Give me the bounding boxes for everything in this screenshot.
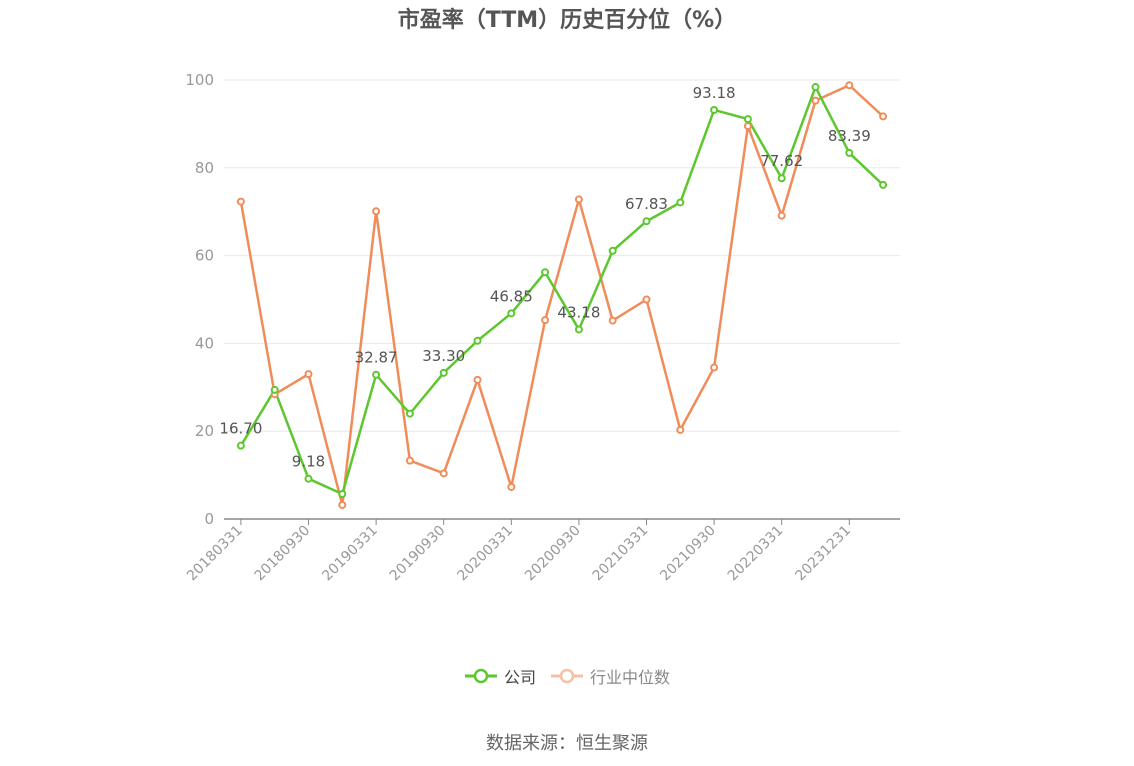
y-tick-label: 40 [195, 334, 214, 352]
data-point-company [710, 105, 719, 114]
data-point-industry [439, 469, 448, 478]
chart-legend: 公司 行业中位数 [0, 664, 1134, 688]
data-point-industry [473, 375, 482, 384]
x-tick-label: 20210930 [657, 523, 719, 585]
data-point-industry [405, 456, 414, 465]
legend-industry-line-icon [551, 668, 583, 684]
x-tick-label: 20180930 [252, 523, 314, 585]
chart-title: 市盈率（TTM）历史百分位（%） [397, 8, 737, 33]
data-label: 9.18 [292, 453, 325, 471]
y-tick-label: 60 [195, 247, 214, 265]
data-point-company [811, 83, 820, 92]
data-point-industry [338, 500, 347, 509]
x-tick-label: 20180331 [184, 523, 246, 585]
data-point-industry [574, 195, 583, 204]
y-tick-label: 0 [204, 510, 214, 528]
data-point-industry [541, 316, 550, 325]
data-point-industry [710, 363, 719, 372]
data-point-industry [811, 96, 820, 105]
legend-item-company[interactable]: 公司 [464, 664, 536, 688]
data-point-company [405, 409, 414, 418]
data-point-industry [777, 211, 786, 220]
x-tick-label: 20200331 [454, 523, 516, 585]
pe-percentile-line-chart: 0 20 40 60 80 100 20180331 20180930 20190331 2019… [184, 71, 900, 585]
x-tick-label: 20190331 [319, 523, 381, 585]
data-point-company [270, 385, 279, 394]
data-point-industry [676, 425, 685, 434]
data-point-company [304, 474, 313, 483]
series-line-industry [239, 84, 884, 507]
series-line-company [239, 85, 884, 496]
data-point-company [676, 198, 685, 207]
data-point-company [608, 246, 617, 255]
data-point-company [236, 441, 245, 450]
data-point-company [541, 268, 550, 277]
data-point-company [743, 115, 752, 124]
data-label: 16.70 [219, 420, 262, 438]
x-tick-label: 20200930 [522, 523, 584, 585]
data-point-company [777, 174, 786, 183]
data-point-company [642, 217, 651, 226]
data-point-industry [372, 207, 381, 216]
data-point-industry [304, 370, 313, 379]
data-label: 32.87 [355, 349, 398, 367]
data-point-industry [642, 295, 651, 304]
data-point-industry [879, 112, 888, 121]
data-point-industry [236, 197, 245, 206]
x-tick-label: 20210331 [590, 523, 652, 585]
legend-label-company: 公司 [503, 668, 536, 687]
data-point-company [845, 148, 854, 157]
data-point-company [473, 336, 482, 345]
data-label: 83.39 [828, 127, 871, 145]
data-point-industry [507, 482, 516, 491]
legend-company-line-icon [464, 668, 497, 684]
legend-label-industry: 行业中位数 [590, 668, 671, 687]
data-point-company [439, 368, 448, 377]
data-label: 67.83 [625, 195, 668, 213]
x-tick-label: 20220331 [725, 523, 787, 585]
y-tick-label: 20 [195, 422, 214, 440]
data-point-company [507, 309, 516, 318]
data-point-company [338, 489, 347, 498]
data-point-company [372, 370, 381, 379]
data-label: 77.62 [760, 152, 803, 170]
data-label: 93.18 [693, 84, 736, 102]
data-point-company [574, 325, 583, 334]
data-label: 46.85 [490, 287, 533, 305]
data-point-industry [845, 81, 854, 90]
data-label: 43.18 [557, 303, 600, 321]
x-tick-label: 20231231 [792, 523, 854, 585]
legend-item-industry[interactable]: 行业中位数 [550, 664, 670, 688]
y-tick-label: 100 [185, 71, 214, 89]
data-label: 33.30 [422, 347, 465, 365]
x-tick-label: 20190930 [387, 523, 449, 585]
y-tick-label: 80 [195, 159, 214, 177]
data-point-industry [608, 316, 617, 325]
data-point-company [879, 180, 888, 189]
data-source-note: 数据来源：恒生聚源 [486, 733, 648, 754]
data-point-industry [743, 122, 752, 131]
